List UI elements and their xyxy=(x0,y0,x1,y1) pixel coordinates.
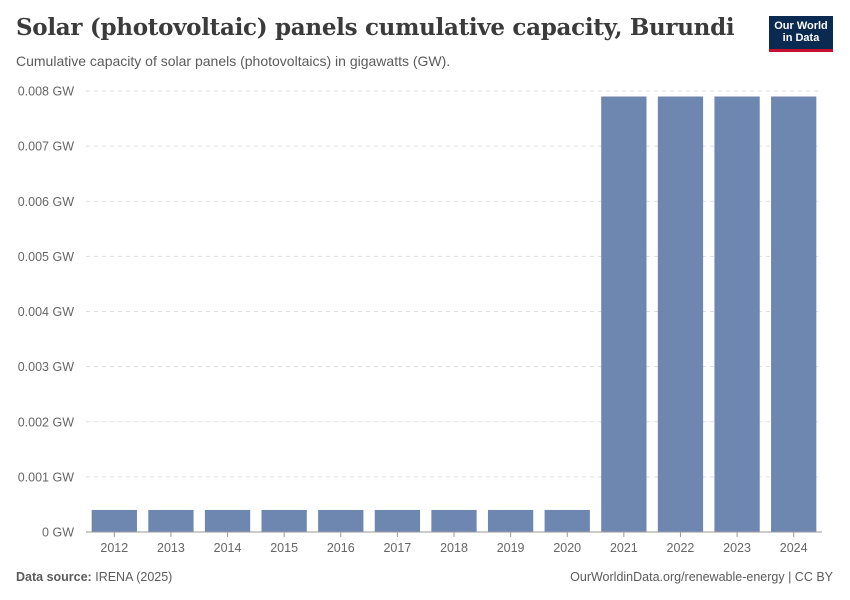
bar-2015[interactable] xyxy=(261,509,307,532)
logo-line-2: in Data xyxy=(782,32,820,44)
bar-2017[interactable] xyxy=(374,509,421,532)
bars xyxy=(91,96,817,532)
y-axis-ticks: 0 GW 0.001 GW 0.002 GW 0.003 GW 0.004 GW 0.00… xyxy=(18,85,74,540)
bar-2016[interactable] xyxy=(318,509,364,532)
x-tick-label: 2013 xyxy=(157,541,185,555)
grid-lines xyxy=(86,90,822,478)
bar-2018[interactable] xyxy=(431,509,477,532)
bar-2013[interactable] xyxy=(148,509,194,532)
bar-2022[interactable] xyxy=(657,96,704,532)
x-tick-label: 2018 xyxy=(440,541,468,555)
logo-line-1: Our World xyxy=(774,20,828,32)
bar-2023[interactable] xyxy=(714,96,760,532)
x-tick-label: 2021 xyxy=(610,541,638,555)
chart-subtitle: Cumulative capacity of solar panels (pho… xyxy=(16,53,451,69)
x-tick-label: 2022 xyxy=(667,541,695,555)
y-tick-label: 0.001 GW xyxy=(18,470,74,484)
x-tick-label: 2020 xyxy=(553,541,581,555)
source-label: Data source: xyxy=(16,570,92,584)
chart-title: Solar (photovoltaic) panels cumulative c… xyxy=(16,14,735,41)
y-tick-label: 0.006 GW xyxy=(18,195,74,209)
bar-2012[interactable] xyxy=(91,509,137,532)
y-tick-label: 0.004 GW xyxy=(18,305,74,319)
bar-2020[interactable] xyxy=(544,509,590,532)
bar-2019[interactable] xyxy=(487,509,534,532)
x-axis-ticks: 2012 2013 2014 2015 2016 2017 2018 2019 2020 2021… xyxy=(100,532,808,555)
bar-chart: 0 GW 0.001 GW 0.002 GW 0.003 GW 0.004 GW 0.00… xyxy=(18,85,822,555)
x-tick-label: 2012 xyxy=(100,541,128,555)
x-tick-label: 2015 xyxy=(270,541,298,555)
x-tick-label: 2023 xyxy=(723,541,751,555)
y-tick-label: 0 GW xyxy=(42,526,74,540)
source-value[interactable]: IRENA (2025) xyxy=(95,570,173,584)
owid-logo[interactable]: Our World in Data xyxy=(769,16,833,52)
y-tick-label: 0.005 GW xyxy=(18,250,74,264)
y-tick-label: 0.003 GW xyxy=(18,360,74,374)
bar-2024[interactable] xyxy=(771,96,817,532)
y-tick-label: 0.007 GW xyxy=(18,140,74,154)
x-tick-label: 2019 xyxy=(497,541,525,555)
bar-2021[interactable] xyxy=(601,96,647,532)
x-tick-label: 2024 xyxy=(780,541,808,555)
x-tick-label: 2014 xyxy=(214,541,242,555)
x-tick-label: 2016 xyxy=(327,541,355,555)
y-tick-label: 0.002 GW xyxy=(18,415,74,429)
footer-link[interactable]: OurWorldinData.org/renewable-energy | CC… xyxy=(570,570,833,584)
data-source: Data source: IRENA (2025) xyxy=(16,570,172,584)
x-tick-label: 2017 xyxy=(383,541,411,555)
y-tick-label: 0.008 GW xyxy=(18,85,74,99)
bar-2014[interactable] xyxy=(204,509,251,532)
